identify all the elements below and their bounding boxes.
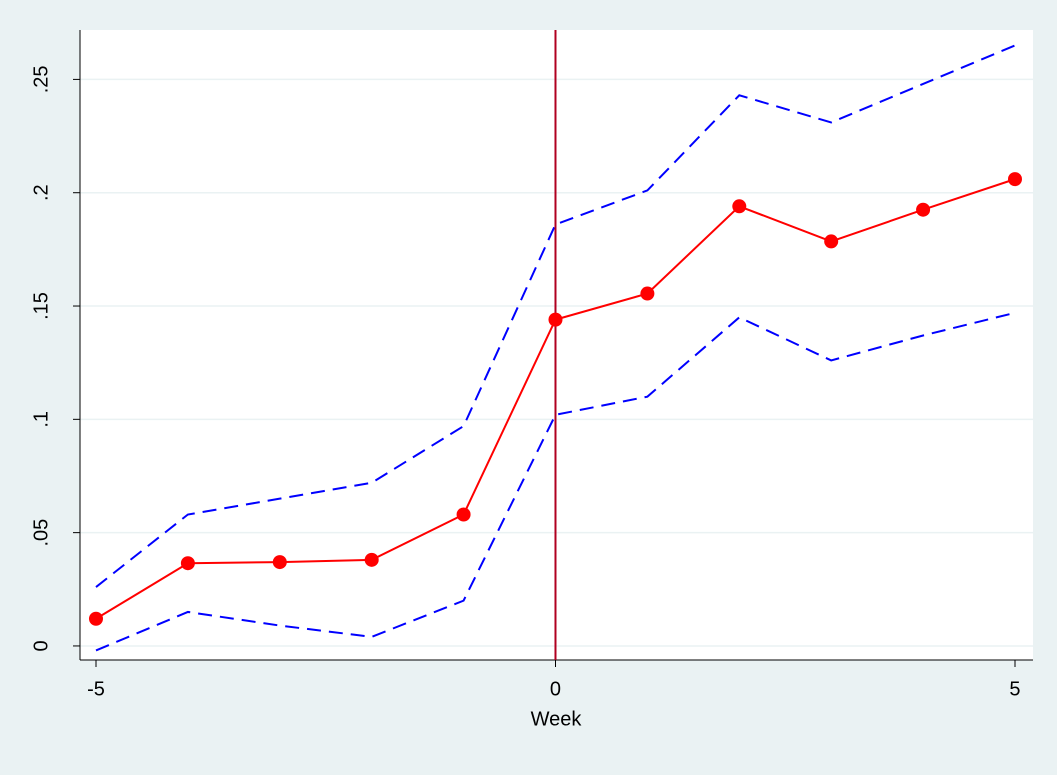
marker xyxy=(180,556,195,571)
y-tick-label: .05 xyxy=(30,519,52,547)
y-tick-label: .1 xyxy=(30,411,52,428)
marker xyxy=(1007,172,1022,187)
marker xyxy=(88,611,103,626)
y-tick-label: .15 xyxy=(30,292,52,320)
marker xyxy=(824,234,839,249)
marker xyxy=(916,202,931,217)
y-tick-label: .25 xyxy=(30,65,52,93)
marker xyxy=(456,507,471,522)
x-axis-label: Week xyxy=(531,708,583,730)
x-tick-label: -5 xyxy=(87,678,105,700)
marker xyxy=(272,555,287,570)
marker xyxy=(640,286,655,301)
x-tick-label: 0 xyxy=(550,678,561,700)
series-line xyxy=(95,44,1016,588)
y-tick-label: .2 xyxy=(30,184,52,201)
plot-area xyxy=(80,30,1033,660)
y-tick-label: 0 xyxy=(30,640,52,651)
marker xyxy=(364,552,379,567)
marker xyxy=(548,312,563,327)
marker xyxy=(732,199,747,214)
series-line xyxy=(95,311,1016,652)
x-tick-label: 5 xyxy=(1009,678,1020,700)
